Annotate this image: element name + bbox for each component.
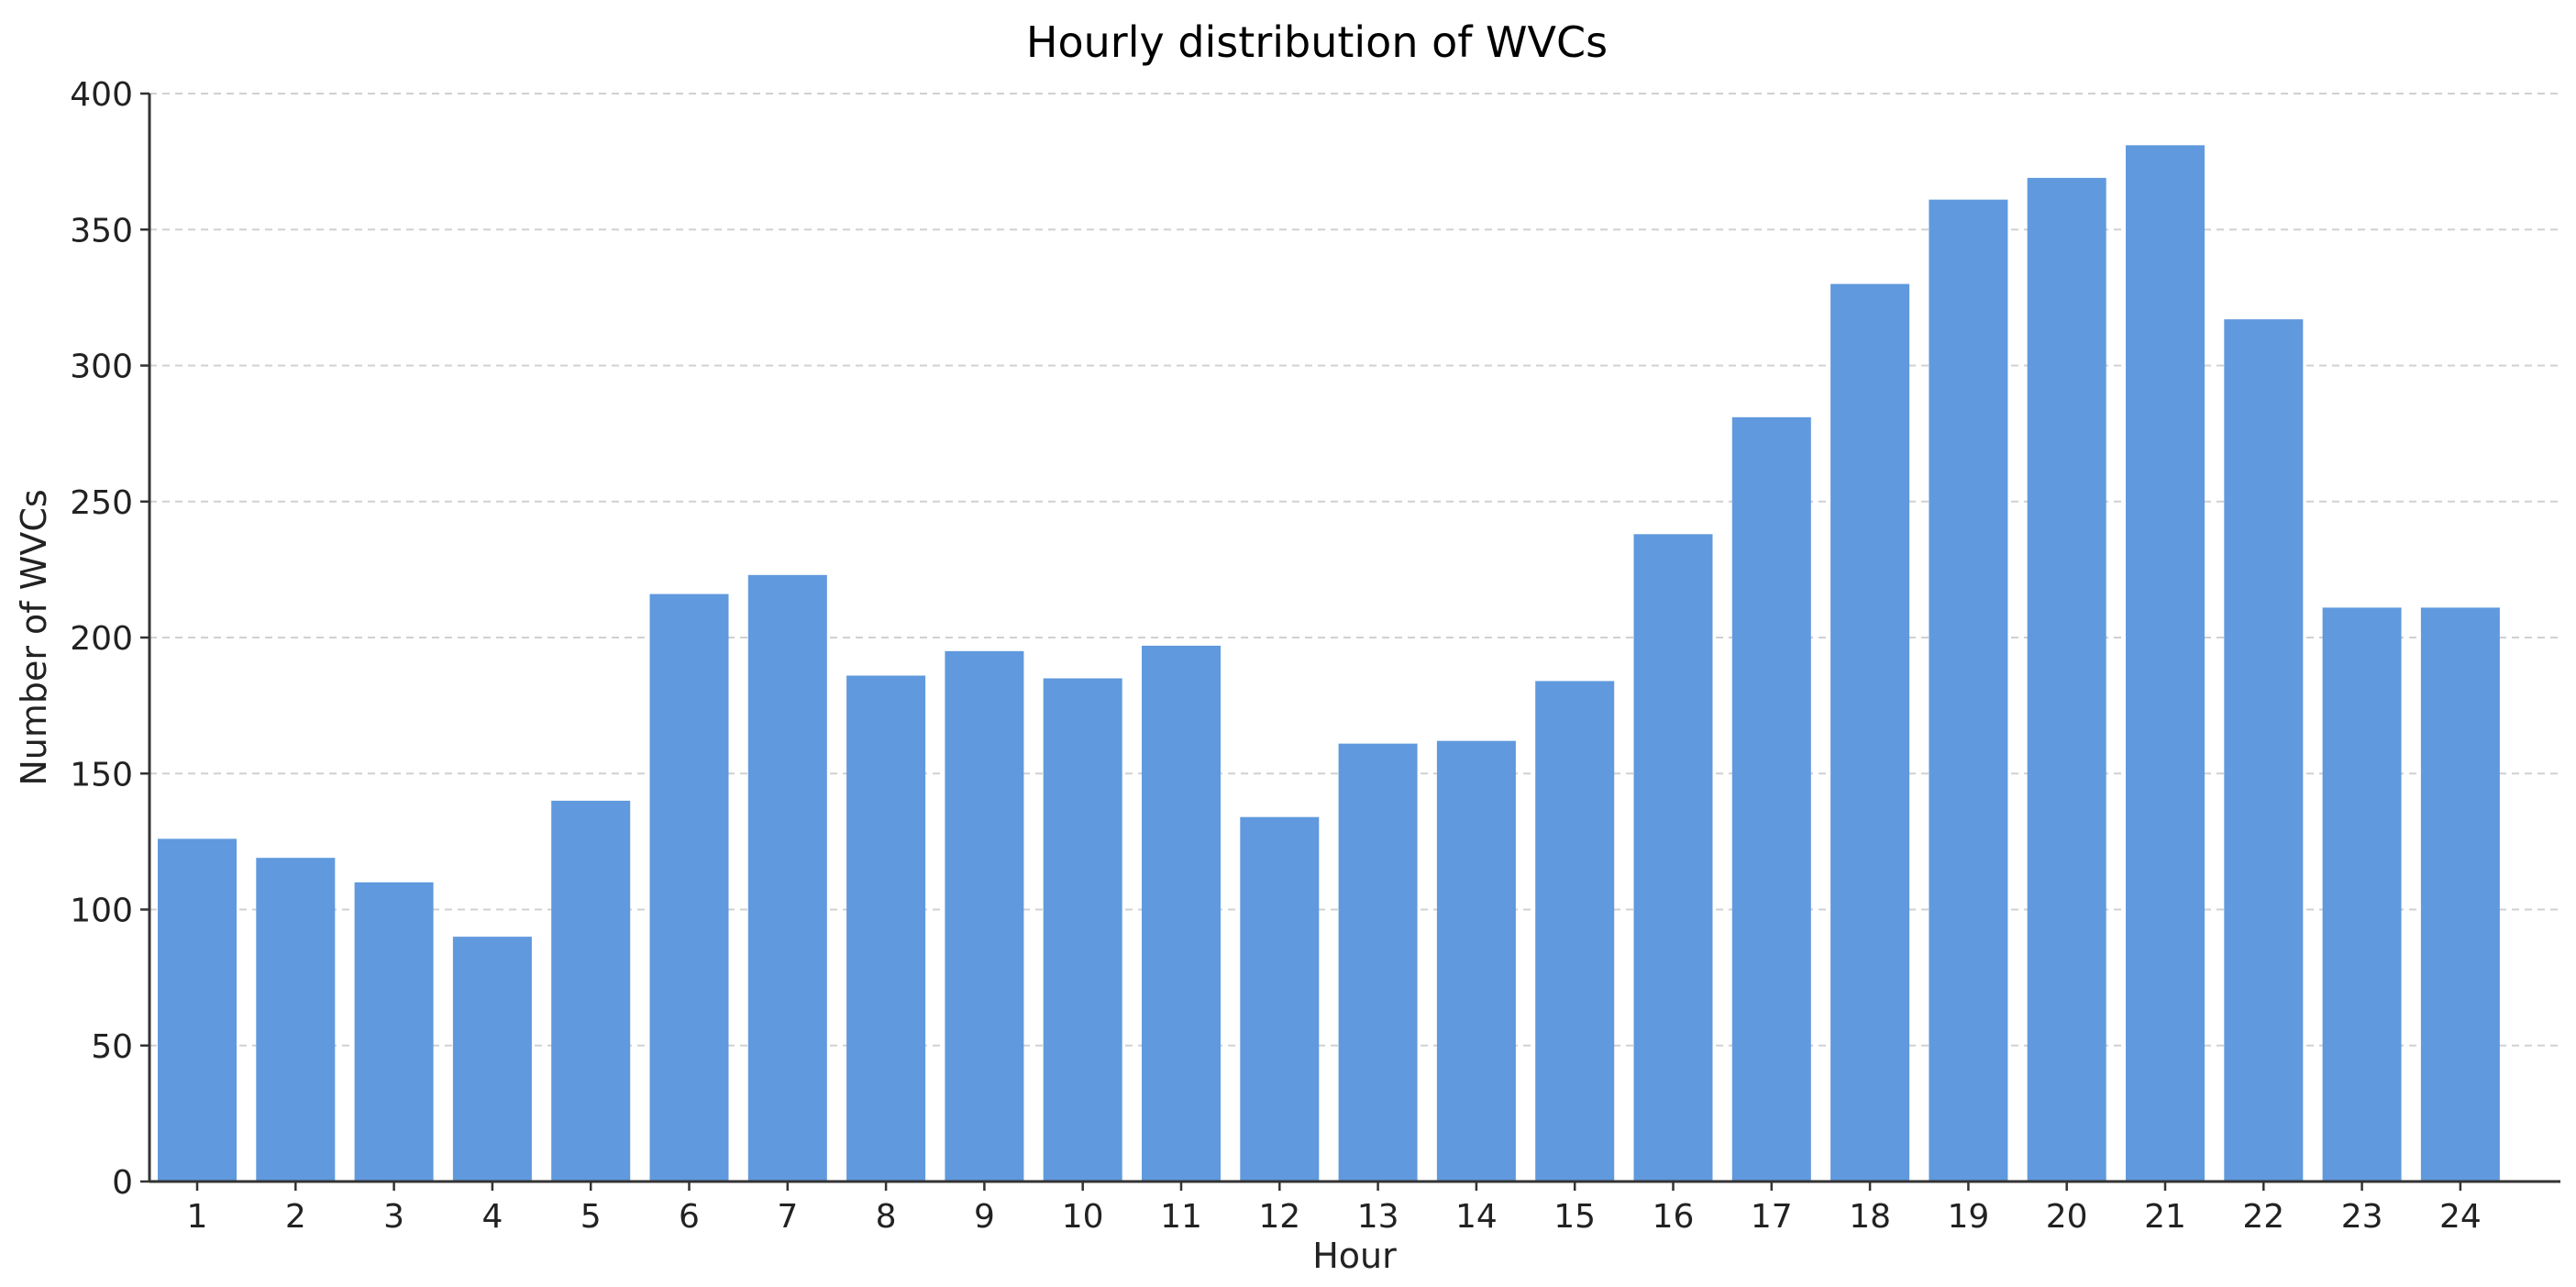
y-axis-title: Number of WVCs <box>14 489 54 785</box>
bars <box>158 145 2500 1182</box>
y-ticks: 0 50 100 150 200 250 300 350 400 <box>70 76 149 1202</box>
y-tick-label-350: 350 <box>70 212 133 250</box>
x-tick-label-2: 2 <box>285 1198 306 1236</box>
x-tick-label-15: 15 <box>1553 1198 1596 1236</box>
bar-hour-18 <box>1830 283 1910 1182</box>
x-tick-label-11: 11 <box>1160 1198 1202 1236</box>
y-tick-label-300: 300 <box>70 349 133 386</box>
bar-hour-4 <box>452 937 532 1182</box>
x-tick-label-22: 22 <box>2242 1198 2284 1236</box>
x-tick-label-16: 16 <box>1653 1198 1695 1236</box>
bar-hour-15 <box>1535 681 1615 1182</box>
chart-title: Hourly distribution of WVCs <box>1026 17 1608 67</box>
y-tick-label-150: 150 <box>70 756 133 793</box>
bar-hour-10 <box>1043 678 1122 1182</box>
bar-hour-2 <box>256 858 336 1182</box>
x-tick-label-21: 21 <box>2144 1198 2186 1236</box>
x-tick-label-17: 17 <box>1751 1198 1793 1236</box>
y-tick-label-400: 400 <box>70 76 133 114</box>
x-tick-label-23: 23 <box>2341 1198 2383 1236</box>
x-tick-label-24: 24 <box>2439 1198 2482 1236</box>
bar-hour-16 <box>1633 534 1713 1182</box>
y-tick-label-0: 0 <box>112 1164 133 1202</box>
bar-hour-9 <box>945 650 1024 1182</box>
x-tick-label-18: 18 <box>1849 1198 1891 1236</box>
x-tick-label-4: 4 <box>481 1198 503 1236</box>
x-tick-label-12: 12 <box>1258 1198 1300 1236</box>
bar-hour-12 <box>1240 816 1320 1182</box>
bar-hour-6 <box>649 594 729 1182</box>
x-tick-label-6: 6 <box>679 1198 700 1236</box>
bar-hour-20 <box>2027 177 2106 1182</box>
bar-hour-5 <box>551 800 631 1182</box>
x-tick-label-1: 1 <box>187 1198 208 1236</box>
x-tick-label-20: 20 <box>2046 1198 2088 1236</box>
x-tick-label-5: 5 <box>580 1198 602 1236</box>
y-tick-label-200: 200 <box>70 620 133 658</box>
bar-hour-13 <box>1338 743 1418 1182</box>
x-tick-label-3: 3 <box>383 1198 404 1236</box>
y-tick-label-250: 250 <box>70 484 133 522</box>
bar-hour-11 <box>1142 645 1221 1182</box>
bar-hour-17 <box>1731 416 1811 1182</box>
bar-hour-22 <box>2224 319 2304 1182</box>
x-tick-label-7: 7 <box>777 1198 798 1236</box>
bar-hour-14 <box>1436 740 1516 1182</box>
bar-hour-7 <box>747 574 827 1182</box>
bar-hour-19 <box>1929 199 2008 1182</box>
y-tick-label-100: 100 <box>70 893 133 930</box>
bar-hour-24 <box>2420 607 2500 1182</box>
y-tick-label-50: 50 <box>91 1028 133 1066</box>
x-tick-label-19: 19 <box>1947 1198 1989 1236</box>
bar-hour-3 <box>354 882 434 1182</box>
x-ticks: 1 2 3 4 5 6 7 8 9 10 11 12 13 14 15 16 17 18 19 20 21 22 23 24 <box>187 1182 2482 1236</box>
bar-hour-23 <box>2322 607 2402 1182</box>
x-tick-label-13: 13 <box>1357 1198 1399 1236</box>
bar-hour-1 <box>158 838 237 1182</box>
x-tick-label-9: 9 <box>974 1198 995 1236</box>
bar-hour-21 <box>2126 145 2205 1182</box>
x-tick-label-10: 10 <box>1062 1198 1104 1236</box>
x-axis-title: Hour <box>1312 1236 1397 1276</box>
bar-hour-8 <box>846 675 926 1182</box>
x-tick-label-8: 8 <box>876 1198 897 1236</box>
x-tick-label-14: 14 <box>1455 1198 1498 1236</box>
